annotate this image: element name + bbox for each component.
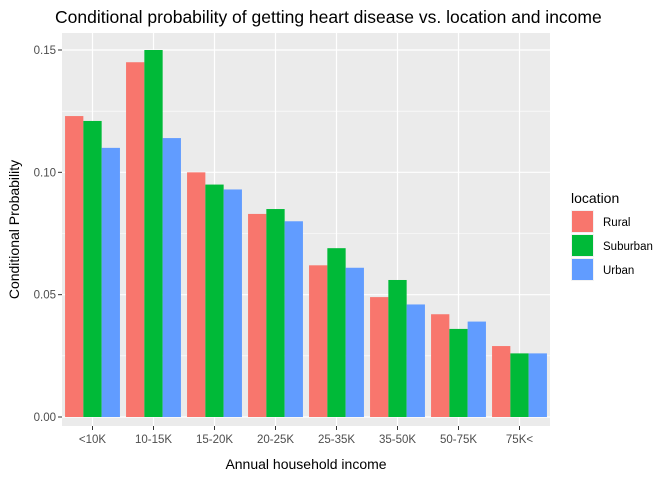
bar-urban-7 <box>528 353 547 417</box>
legend-swatch-rural <box>572 211 593 232</box>
bar-suburban-6 <box>449 328 468 417</box>
legend-swatch-suburban <box>572 235 593 256</box>
y-axis-title: Conditional Probability <box>6 160 22 299</box>
bar-rural-2 <box>187 172 206 417</box>
bar-suburban-2 <box>205 184 224 417</box>
bar-suburban-3 <box>266 209 285 417</box>
legend-label-urban: Urban <box>603 265 634 277</box>
bar-urban-3 <box>284 221 303 417</box>
bar-urban-1 <box>162 138 181 417</box>
x-tick-label: 25-35K <box>318 434 355 446</box>
bar-urban-5 <box>406 304 425 417</box>
legend-label-suburban: Suburban <box>603 241 653 253</box>
x-tick-label: 35-50K <box>379 434 416 446</box>
bar-rural-6 <box>431 314 450 417</box>
x-axis: <10K 10-15K 15-20K 20-25K 25-35K 35-50K 50-75K… <box>79 426 533 446</box>
bar-urban-6 <box>467 321 486 417</box>
bar-urban-4 <box>345 267 364 417</box>
y-axis: 0.00 0.05 0.10 0.15 <box>34 45 62 424</box>
legend-title: location <box>571 190 619 206</box>
legend: location Rural Suburban Urban <box>571 190 653 281</box>
bar-rural-1 <box>126 62 145 417</box>
chart-title: Conditional probability of getting heart… <box>55 7 602 27</box>
bar-suburban-4 <box>327 248 346 417</box>
bar-suburban-5 <box>388 279 407 417</box>
bar-rural-3 <box>248 213 267 417</box>
bar-rural-0 <box>65 116 84 417</box>
x-tick-label: 75K< <box>506 434 533 446</box>
y-tick-label: 0.05 <box>34 290 56 302</box>
bar-rural-5 <box>370 297 389 417</box>
x-tick-label: <10K <box>79 434 107 446</box>
x-tick-label: 20-25K <box>257 434 294 446</box>
y-tick-label: 0.00 <box>34 412 56 424</box>
y-tick-label: 0.10 <box>34 167 56 179</box>
bars <box>65 50 547 417</box>
y-tick-label: 0.15 <box>34 45 56 57</box>
bar-rural-4 <box>309 265 328 417</box>
legend-label-rural: Rural <box>603 217 630 229</box>
legend-swatch-urban <box>572 259 593 280</box>
bar-suburban-7 <box>510 353 529 417</box>
x-axis-title: Annual household income <box>225 456 386 472</box>
bar-urban-0 <box>101 147 120 417</box>
bar-urban-2 <box>223 189 242 417</box>
x-tick-label: 50-75K <box>440 434 477 446</box>
bar-suburban-0 <box>83 120 102 417</box>
x-tick-label: 10-15K <box>135 434 172 446</box>
bar-suburban-1 <box>144 50 163 417</box>
x-tick-label: 15-20K <box>196 434 233 446</box>
bar-rural-7 <box>492 346 511 417</box>
